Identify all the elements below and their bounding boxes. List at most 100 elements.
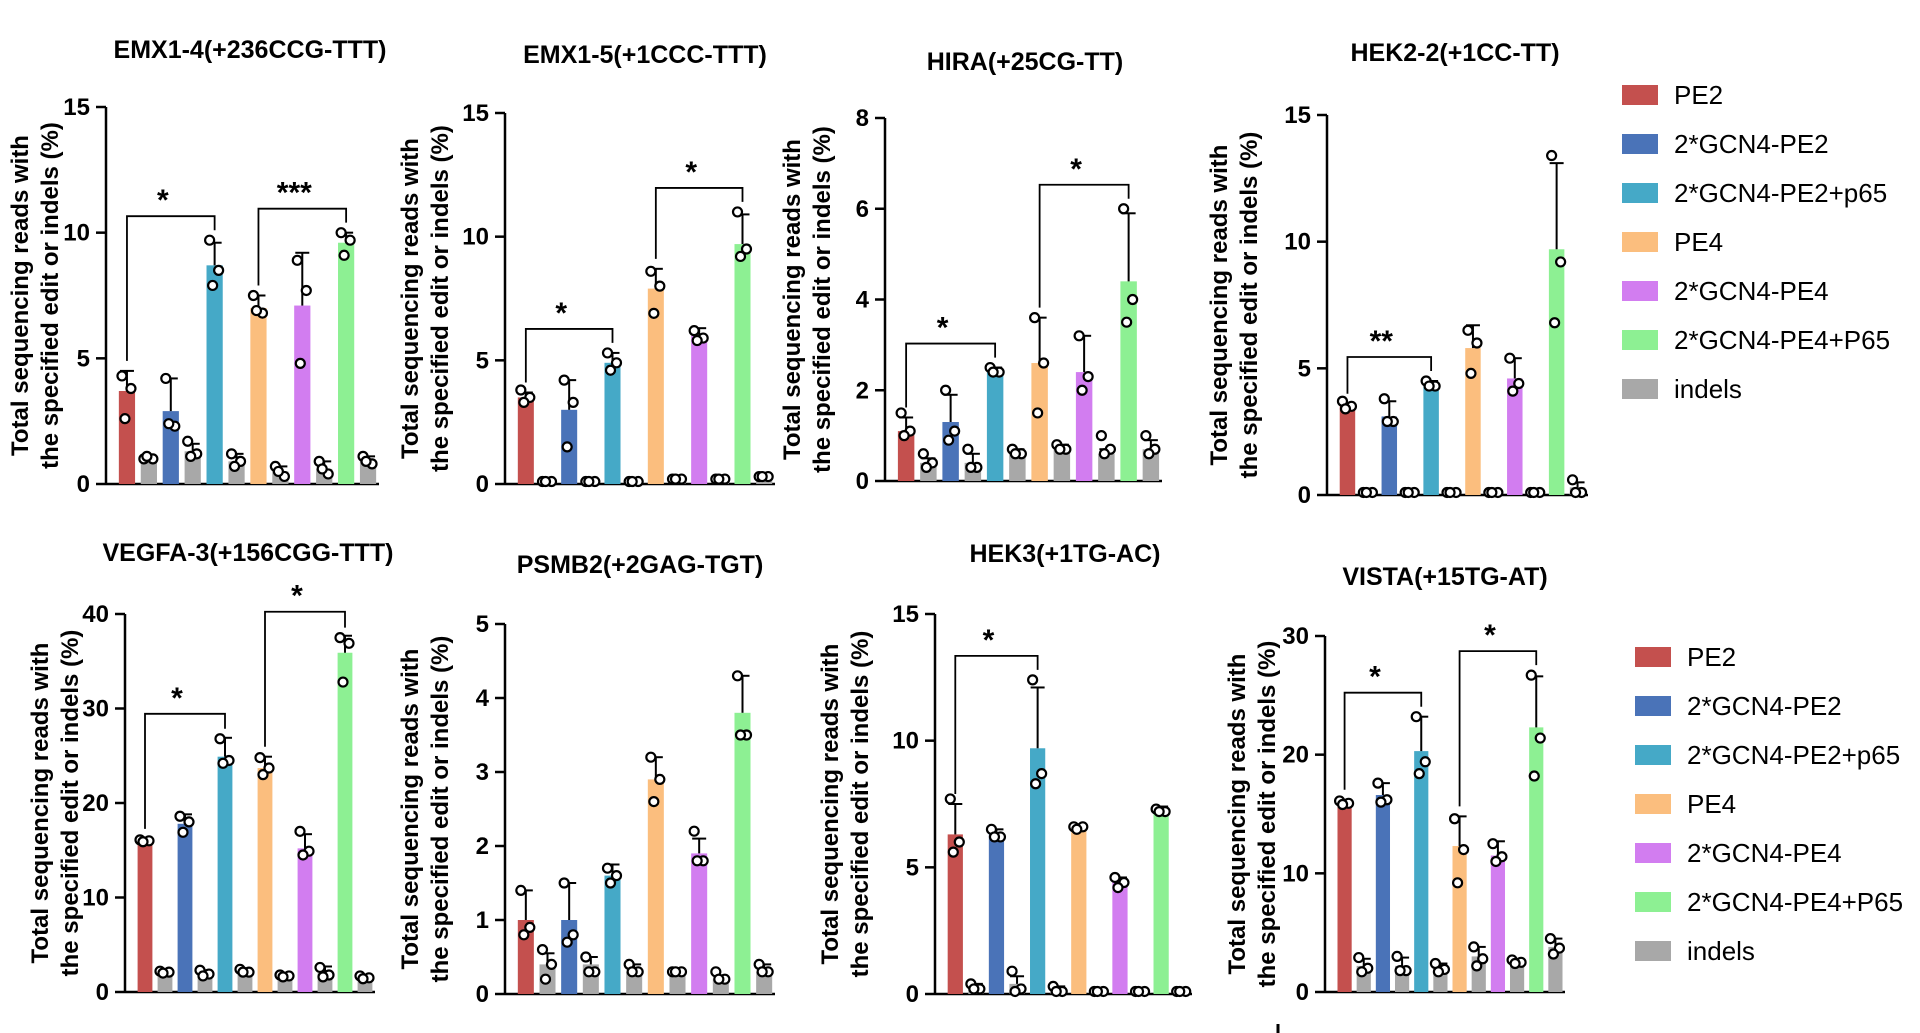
- data-point: [1477, 953, 1489, 965]
- y-tick-label: 0: [856, 468, 869, 495]
- data-point: [1372, 777, 1384, 789]
- data-point: [1528, 486, 1540, 499]
- data-point: [731, 206, 744, 218]
- data-point: [669, 473, 682, 485]
- data-point: [357, 973, 369, 985]
- data-point: [1566, 474, 1579, 486]
- chart-panel: PSMB2(+2GAG-TGT) Total sequencing reads w…: [397, 551, 775, 1008]
- data-point: [1038, 357, 1050, 369]
- data-point: [965, 461, 977, 473]
- bar: [137, 840, 153, 992]
- bar: [1490, 855, 1506, 992]
- y-tick-label: 6: [856, 196, 869, 223]
- data-point: [539, 475, 552, 488]
- y-tick-label: 30: [1282, 623, 1309, 650]
- data-point: [1402, 486, 1414, 499]
- data-point: [713, 473, 725, 485]
- bar: [118, 391, 136, 484]
- bar: [604, 362, 621, 484]
- chart-title: EMX1-5(+1CCC-TTT): [523, 41, 767, 69]
- data-point: [645, 751, 657, 763]
- data-point: [214, 733, 226, 745]
- y-tick-label: 5: [906, 854, 919, 881]
- y-tick-label: 0: [476, 981, 489, 1008]
- bar: [257, 768, 273, 992]
- bar: [337, 652, 353, 992]
- data-point: [254, 752, 266, 764]
- y-axis-label-line2: the specified edit or indels (%): [57, 630, 84, 977]
- bar: [1112, 882, 1128, 994]
- data-point: [654, 773, 666, 786]
- legend-label: 2*GCN4-PE2: [1687, 691, 1842, 721]
- data-point: [207, 279, 219, 292]
- data-point: [1121, 316, 1133, 328]
- data-point: [583, 475, 595, 488]
- data-point: [1546, 149, 1558, 162]
- bar: [1053, 449, 1071, 481]
- data-point: [545, 958, 558, 971]
- significance-label: *: [1484, 619, 1496, 652]
- y-axis-label-line1: Total sequencing reads with: [779, 139, 806, 460]
- data-point: [163, 418, 175, 430]
- data-point: [1076, 384, 1088, 396]
- data-point: [1569, 486, 1582, 499]
- data-point: [338, 249, 350, 261]
- data-point: [1471, 960, 1483, 972]
- chart-title: VISTA(+15TG-AT): [1342, 563, 1547, 591]
- y-tick-label: 5: [476, 611, 489, 638]
- legend-swatch: [1622, 134, 1658, 154]
- y-axis-label-line1: Total sequencing reads with: [1224, 654, 1251, 975]
- data-point: [177, 826, 189, 838]
- data-point: [1509, 957, 1521, 970]
- y-axis-label-line2: the specified edit or indels (%): [1236, 132, 1263, 479]
- chart-title: HEK3(+1TG-AC): [970, 540, 1161, 568]
- significance-bracket: [1038, 183, 1130, 308]
- data-point: [1507, 385, 1519, 397]
- data-point: [204, 234, 216, 246]
- y-tick-label: 15: [462, 100, 489, 127]
- y-axis-label-line2: the specified edit or indels (%): [427, 636, 454, 983]
- data-point: [953, 836, 965, 848]
- data-point: [1513, 377, 1525, 390]
- chart-panel: EMX1-4(+236CCG-TTT) Total sequencing read…: [7, 36, 386, 498]
- significance-label: *: [685, 156, 697, 189]
- data-point: [1353, 951, 1365, 964]
- data-point: [949, 425, 961, 437]
- y-axis-label-line2: the specified edit or indels (%): [809, 126, 836, 473]
- legend-label: 2*GCN4-PE2: [1674, 129, 1829, 159]
- chart-title: HEK2-2(+1CC-TT): [1350, 39, 1559, 67]
- data-point: [539, 973, 552, 985]
- data-point: [237, 966, 249, 978]
- data-point: [580, 951, 592, 963]
- data-point: [917, 448, 929, 460]
- data-point: [648, 795, 660, 808]
- data-point: [247, 289, 260, 302]
- data-point: [1032, 407, 1044, 419]
- y-axis-label-line1: Total sequencing reads with: [1206, 145, 1233, 466]
- data-point: [1413, 768, 1425, 780]
- data-point: [691, 855, 703, 867]
- data-point: [1140, 430, 1152, 442]
- data-point: [734, 729, 747, 741]
- data-point: [1050, 985, 1062, 998]
- y-axis-label-line1: Total sequencing reads with: [27, 643, 54, 964]
- data-point: [1360, 486, 1372, 499]
- data-point: [756, 966, 768, 978]
- data-point: [1071, 823, 1083, 835]
- data-point: [1118, 203, 1130, 215]
- data-point: [1132, 985, 1145, 998]
- bar: [217, 756, 233, 992]
- data-point: [1029, 312, 1041, 324]
- data-point: [185, 450, 197, 462]
- legend-swatch: [1622, 183, 1658, 203]
- y-axis-label-line2: the specified edit or indels (%): [1254, 641, 1281, 988]
- y-tick-label: 15: [1284, 102, 1311, 129]
- data-point: [174, 810, 186, 822]
- bar: [338, 242, 355, 484]
- data-point: [141, 450, 153, 462]
- data-point: [1009, 985, 1021, 998]
- data-point: [1006, 965, 1018, 977]
- data-point: [515, 884, 527, 897]
- y-tick-label: 10: [1284, 229, 1311, 256]
- significance-bracket: [126, 215, 216, 361]
